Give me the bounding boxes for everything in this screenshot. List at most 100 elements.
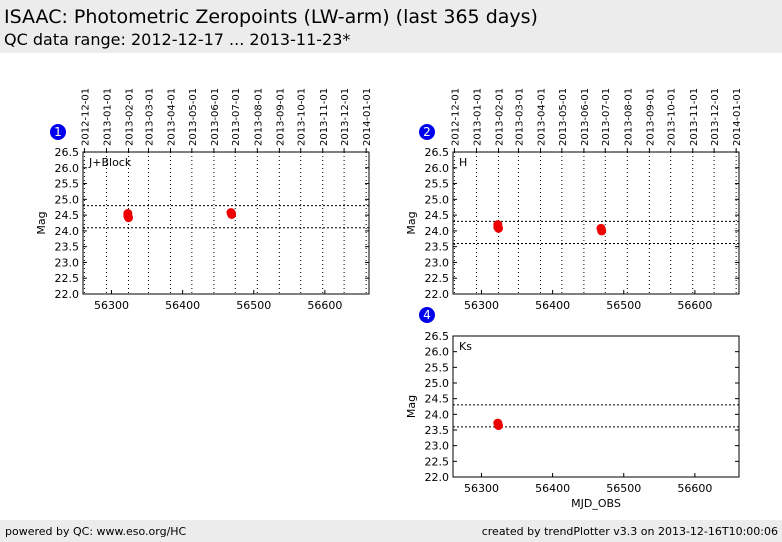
date-tick-label: 2013-03-01 xyxy=(514,88,525,146)
date-tick-label: 2013-09-01 xyxy=(645,88,656,146)
date-tick-label: 2013-10-01 xyxy=(667,88,678,146)
y-tick-label: 22.5 xyxy=(55,272,80,285)
date-tick-label: 2013-11-01 xyxy=(689,88,700,146)
y-tick-label: 25.0 xyxy=(425,377,450,390)
date-tick-label: 2014-01-01 xyxy=(362,88,373,146)
date-tick-label: 2013-04-01 xyxy=(537,88,548,146)
page-subtitle: QC data range: 2012-12-17 ... 2013-11-23… xyxy=(4,30,351,49)
y-tick-label: 24.0 xyxy=(55,225,80,238)
y-tick-label: 25.0 xyxy=(55,193,80,206)
panel-band-label: J+Block xyxy=(88,156,132,169)
date-tick-label: 2013-03-01 xyxy=(144,88,155,146)
page-title: ISAAC: Photometric Zeropoints (LW-arm) (… xyxy=(4,6,538,28)
y-tick-label: 25.0 xyxy=(425,193,450,206)
date-tick-label: 2013-07-01 xyxy=(601,88,612,146)
y-tick-label: 23.5 xyxy=(425,424,450,437)
footer-band: powered by QC: www.eso.org/HC created by… xyxy=(0,520,782,542)
y-tick-label: 23.0 xyxy=(425,440,450,453)
date-tick-label: 2013-01-01 xyxy=(472,88,483,146)
y-tick-label: 22.5 xyxy=(425,455,450,468)
y-tick-label: 24.5 xyxy=(425,209,450,222)
y-tick-label: 25.5 xyxy=(425,361,450,374)
y-tick-label: 22.0 xyxy=(425,288,450,301)
y-tick-label: 22.0 xyxy=(425,471,450,484)
date-tick-label: 2013-05-01 xyxy=(188,88,199,146)
x-tick-label: 56300 xyxy=(464,299,499,312)
data-point xyxy=(597,226,607,236)
y-tick-label: 24.5 xyxy=(425,393,450,406)
y-tick-label: 26.0 xyxy=(425,346,450,359)
y-tick-label: 26.0 xyxy=(425,162,450,175)
x-tick-label: 56300 xyxy=(94,299,129,312)
date-tick-label: 2013-09-01 xyxy=(275,88,286,146)
y-tick-label: 23.0 xyxy=(425,256,450,269)
y-tick-label: 25.5 xyxy=(425,178,450,191)
x-tick-label: 56500 xyxy=(236,299,271,312)
footer-credit: powered by QC: www.eso.org/HC xyxy=(5,525,187,538)
data-point xyxy=(227,209,237,219)
y-tick-label: 23.5 xyxy=(425,241,450,254)
date-tick-label: 2012-12-01 xyxy=(80,88,91,146)
panel-badge xyxy=(419,307,435,323)
y-tick-label: 26.5 xyxy=(425,330,450,343)
x-tick-label: 56600 xyxy=(677,299,712,312)
y-tick-label: 24.0 xyxy=(425,225,450,238)
x-tick-label: 56600 xyxy=(677,482,712,495)
y-tick-label: 23.0 xyxy=(55,256,80,269)
panel-number: 4 xyxy=(423,308,431,322)
y-tick-label: 26.0 xyxy=(55,162,80,175)
footer-generator: created by trendPlotter v3.3 on 2013-12-… xyxy=(481,525,778,538)
date-tick-label: 2012-12-01 xyxy=(450,88,461,146)
x-tick-label: 56500 xyxy=(606,299,641,312)
x-tick-label: 56500 xyxy=(606,482,641,495)
chart-panel-1: 2012-12-01 2013-01-01 2013-02-01 2013-03-01… xyxy=(35,88,373,312)
x-tick-label: 56400 xyxy=(535,299,570,312)
date-tick-label: 2013-02-01 xyxy=(495,88,506,146)
y-tick-label: 25.5 xyxy=(55,178,80,191)
y-tick-label: 26.5 xyxy=(55,146,80,159)
date-tick-label: 2013-12-01 xyxy=(340,88,351,146)
panel-badge xyxy=(50,124,66,140)
y-tick-label: 23.5 xyxy=(55,241,80,254)
date-tick-label: 2013-01-01 xyxy=(102,88,113,146)
y-tick-label: 22.5 xyxy=(425,272,450,285)
x-tick-label: 56400 xyxy=(165,299,200,312)
date-tick-label: 2013-06-01 xyxy=(580,88,591,146)
x-tick-label: 56300 xyxy=(464,482,499,495)
x-tick-label: 56400 xyxy=(535,482,570,495)
chart-panel-2: 2012-12-01 2013-01-01 2013-02-01 2013-03-01… xyxy=(405,88,743,312)
header-band: ISAAC: Photometric Zeropoints (LW-arm) (… xyxy=(0,0,782,53)
y-axis-label: Mag xyxy=(405,395,418,418)
date-tick-label: 2013-06-01 xyxy=(210,88,221,146)
date-tick-label: 2013-05-01 xyxy=(558,88,569,146)
y-tick-label: 26.5 xyxy=(425,146,450,159)
panel-number: 2 xyxy=(423,125,431,139)
chart-panel-4: 22.0 22.5 23.0 23.5 24.0 24.5 25.0 25.5 26.0 26.5… xyxy=(405,307,740,510)
panel-badge xyxy=(419,124,435,140)
data-point xyxy=(124,213,134,223)
plot-frame xyxy=(452,335,740,478)
date-tick-label: 2013-12-01 xyxy=(710,88,721,146)
data-point xyxy=(494,223,504,233)
date-tick-label: 2013-11-01 xyxy=(319,88,330,146)
x-axis-label: MJD_OBS xyxy=(571,497,621,510)
data-point xyxy=(494,421,504,431)
y-axis-label: Mag xyxy=(405,211,418,234)
plot-frame xyxy=(82,151,370,295)
date-tick-label: 2013-08-01 xyxy=(253,88,264,146)
y-tick-label: 24.0 xyxy=(425,408,450,421)
x-tick-label: 56600 xyxy=(307,299,342,312)
date-tick-label: 2013-08-01 xyxy=(623,88,634,146)
y-axis-label: Mag xyxy=(35,211,48,234)
date-tick-label: 2013-02-01 xyxy=(125,88,136,146)
date-tick-label: 2013-07-01 xyxy=(231,88,242,146)
y-tick-label: 24.5 xyxy=(55,209,80,222)
panel-band-label: Ks xyxy=(459,340,472,353)
panel-band-label: H xyxy=(459,156,467,169)
date-tick-label: 2013-04-01 xyxy=(167,88,178,146)
date-tick-label: 2013-10-01 xyxy=(297,88,308,146)
y-tick-label: 22.0 xyxy=(55,288,80,301)
panel-number: 1 xyxy=(54,125,62,139)
date-tick-label: 2014-01-01 xyxy=(732,88,743,146)
